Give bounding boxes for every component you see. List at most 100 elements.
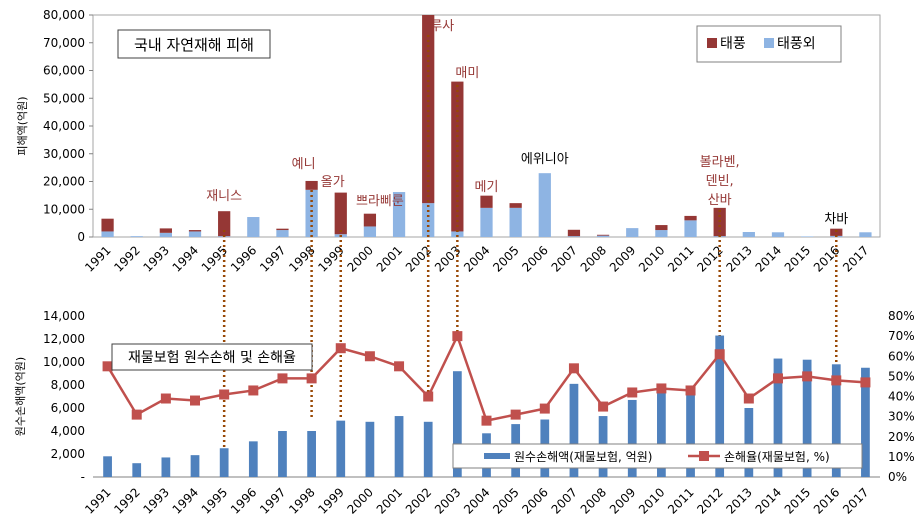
top-x-tick-label: 2010: [636, 243, 667, 274]
top-x-tick-label: 2011: [665, 243, 696, 274]
top-bar-태풍외-2017: [859, 232, 872, 237]
loss-ratio-marker-2009: [627, 387, 638, 398]
top-x-tick-label: 1999: [315, 243, 346, 274]
top-x-tick-label: 1994: [170, 243, 201, 274]
bottom-bar-2001: [394, 416, 404, 477]
loss-ratio-marker-2004: [481, 415, 492, 426]
loss-ratio-marker-2010: [656, 383, 667, 394]
top-x-tick-label: 2009: [607, 243, 638, 274]
top-bar-태풍외-2009: [626, 228, 639, 237]
bottom-x-tick-label: 1999: [315, 485, 346, 516]
bottom-bar-2014: [773, 358, 783, 477]
top-x-tick-label: 2006: [519, 243, 550, 274]
top-bar-태풍-2012: [713, 207, 726, 237]
legend-swatch-태풍외: [764, 38, 774, 48]
bottom-x-tick-label: 2004: [461, 485, 492, 516]
top-x-tick-label: 2008: [578, 243, 609, 274]
bottom-y-tick-label: -: [81, 470, 85, 484]
legend-label-bar: 원수손해액(재물보험, 억원): [514, 450, 652, 464]
bottom-x-tick-label: 2017: [840, 485, 871, 516]
bottom-x-tick-label: 1992: [111, 485, 142, 516]
top-bar-태풍외-2003: [451, 231, 464, 237]
bottom-x-tick-label: 2005: [490, 485, 521, 516]
bottom-y2-tick-label: 60%: [888, 349, 915, 363]
top-chart-title: 국내 자연재해 피해: [134, 36, 254, 54]
top-bar-태풍-2002: [422, 15, 435, 204]
loss-ratio-marker-2007: [568, 363, 579, 374]
top-bar-태풍외-1994: [188, 231, 202, 237]
top-x-tick-label: 1997: [257, 243, 288, 274]
bottom-y-tick-label: 4,000: [51, 424, 85, 438]
top-x-tick-label: 2014: [753, 243, 784, 274]
legend-label-태풍외: 태풍외: [777, 36, 816, 52]
bottom-x-tick-label: 1997: [257, 485, 288, 516]
top-x-tick-label: 2005: [490, 243, 521, 274]
bottom-y2-tick-label: 80%: [888, 309, 915, 323]
loss-ratio-marker-2005: [510, 409, 521, 420]
loss-ratio-marker-2015: [802, 371, 813, 382]
bottom-bar-2007: [569, 383, 579, 477]
legend-swatch-bar: [484, 453, 510, 459]
loss-ratio-marker-2011: [685, 385, 696, 396]
loss-ratio-marker-2002: [423, 391, 434, 402]
top-bar-태풍-1997: [276, 228, 289, 231]
bottom-chart-title: 재물보험 원수손해 및 손해율: [128, 350, 296, 366]
storm-annotation: 차바: [824, 212, 848, 227]
bottom-bar-2016: [831, 364, 841, 477]
bottom-x-tick-label: 2010: [636, 485, 667, 516]
top-bar-태풍외-2001: [392, 192, 406, 237]
loss-ratio-marker-2017: [860, 377, 871, 388]
bottom-y2-tick-label: 20%: [888, 430, 915, 444]
top-bar-태풍외-2004: [480, 207, 493, 237]
top-bar-태풍외-1998: [305, 189, 318, 237]
loss-ratio-marker-1993: [160, 393, 171, 404]
top-bar-태풍-1999: [334, 192, 347, 235]
storm-annotation: 산바: [708, 193, 732, 208]
bottom-x-tick-label: 2012: [694, 485, 725, 516]
top-bar-태풍-1991: [101, 218, 114, 232]
bottom-bar-1993: [161, 457, 171, 477]
storm-annotation: 덴빈,: [706, 174, 734, 189]
loss-ratio-marker-2000: [364, 351, 375, 362]
top-y-tick-label: 60,000: [43, 64, 85, 78]
storm-annotation: 예니: [292, 157, 316, 172]
bottom-y2-tick-label: 70%: [888, 329, 915, 343]
loss-ratio-marker-2014: [772, 373, 783, 384]
top-x-tick-label: 1996: [228, 243, 259, 274]
top-x-tick-label: 1991: [82, 243, 113, 274]
top-bar-태풍외-1991: [101, 231, 114, 237]
top-bar-태풍외-2000: [363, 226, 377, 237]
loss-ratio-marker-1998: [306, 373, 317, 384]
legend-label-line: 손해율(재물보험, %): [724, 450, 830, 464]
top-bar-태풍외-1992: [130, 236, 143, 237]
bottom-bar-2015: [802, 359, 812, 477]
bottom-y-tick-label: 14,000: [43, 309, 85, 323]
top-y-axis-label: 피해액(억원): [15, 96, 29, 155]
bottom-bar-2011: [686, 389, 695, 477]
top-bar-태풍외-2010: [655, 230, 668, 237]
top-bar-태풍-2005: [509, 203, 522, 208]
top-x-tick-label: 1998: [286, 243, 317, 274]
top-y-tick-label: 20,000: [43, 175, 85, 189]
bottom-x-tick-label: 2000: [345, 485, 376, 516]
bottom-y-tick-label: 2,000: [51, 447, 85, 461]
loss-ratio-marker-2001: [394, 361, 405, 372]
storm-annotation: 매미: [455, 66, 479, 81]
top-y-tick-label: 30,000: [43, 147, 85, 161]
top-bar-태풍-2010: [655, 225, 668, 231]
top-x-tick-label: 2003: [432, 243, 463, 274]
storm-annotation: 재니스: [206, 189, 242, 204]
bottom-y-tick-label: 6,000: [51, 401, 85, 415]
bottom-x-tick-label: 1994: [170, 485, 201, 516]
bottom-x-tick-label: 1991: [82, 485, 113, 516]
storm-annotation: 올가: [321, 175, 345, 190]
loss-ratio-marker-1996: [248, 385, 259, 396]
top-bar-태풍외-2007: [567, 236, 581, 237]
top-bar-태풍외-2008: [596, 235, 610, 237]
storm-annotation: 에위니아: [521, 152, 569, 167]
bottom-x-tick-label: 2002: [403, 485, 434, 516]
top-bar-태풍외-1997: [276, 230, 289, 237]
loss-ratio-marker-2006: [539, 403, 550, 414]
top-bar-태풍-1994: [188, 230, 202, 232]
